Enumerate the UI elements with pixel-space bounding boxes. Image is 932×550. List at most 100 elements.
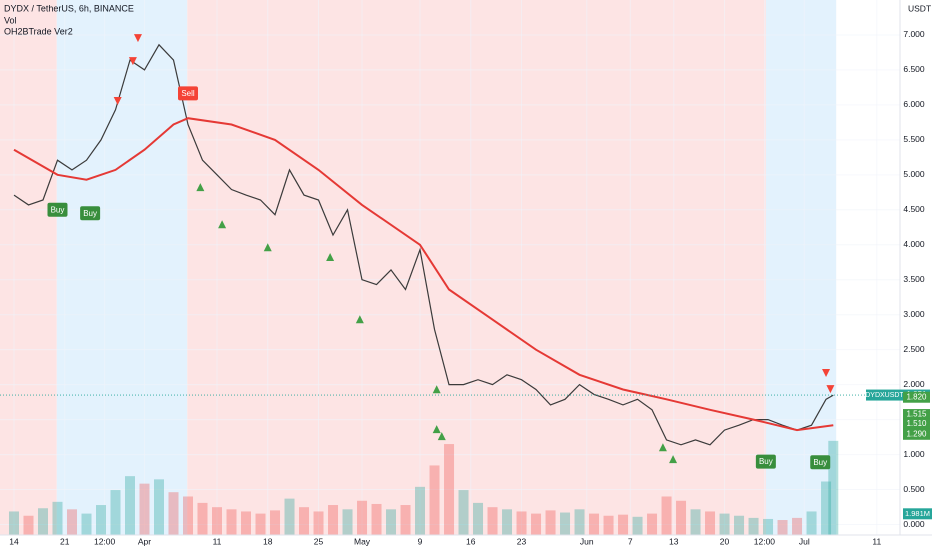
y-tick-label: 1.000 — [903, 449, 925, 459]
volume-bar — [95, 505, 106, 535]
volume-bar — [371, 503, 382, 535]
indicator-label: OH2BTrade Ver2 — [4, 26, 73, 36]
volume-bar — [748, 517, 759, 535]
signal-text: Sell — [181, 89, 195, 98]
volume-bar — [734, 515, 745, 535]
axis-unit: USDT — [908, 3, 931, 13]
x-tick-label: 11 — [213, 536, 222, 546]
x-tick-label: Jul — [799, 536, 810, 546]
y-tick-label: 0.500 — [903, 484, 925, 494]
x-tick-label: Apr — [138, 536, 151, 546]
sell-arrow — [128, 57, 137, 66]
volume-bar — [487, 507, 498, 535]
volume-bar — [328, 505, 339, 535]
volume-bar — [632, 516, 643, 535]
volume-bar — [270, 510, 281, 535]
price-tag-text: 1.515 — [906, 410, 927, 419]
volume-bar — [299, 507, 310, 535]
volume-bar — [516, 511, 527, 535]
price-tag — [903, 428, 930, 440]
volume-bar — [618, 514, 629, 535]
y-tick-label: 5.000 — [903, 169, 925, 179]
volume-bar — [66, 509, 77, 535]
volume-bar — [545, 510, 556, 535]
x-tick-label: 21 — [60, 536, 70, 546]
buy-arrow — [263, 243, 272, 252]
volume-bar — [560, 512, 571, 535]
volume-bar — [241, 511, 252, 535]
volume-bar — [415, 486, 426, 535]
y-tick-label: 5.500 — [903, 134, 925, 144]
x-tick-label: 18 — [263, 536, 273, 546]
volume-bar — [226, 509, 237, 535]
volume-bar — [37, 508, 48, 535]
background-band — [765, 0, 837, 535]
x-tick-label: 9 — [418, 536, 423, 546]
sell-label — [178, 86, 199, 101]
signal-text: Buy — [51, 205, 65, 214]
volume-bar — [705, 511, 716, 535]
volume-bar — [139, 483, 150, 535]
buy-arrow — [218, 220, 227, 229]
price-tag — [903, 418, 930, 430]
volume-bar — [690, 509, 701, 535]
x-tick-label: 7 — [628, 536, 633, 546]
x-tick-label: 12:00 — [754, 536, 776, 546]
buy-arrow — [432, 425, 441, 434]
x-tick-label: Jun — [580, 536, 594, 546]
volume-tag-text: 1.981M — [905, 509, 930, 518]
volume-bar — [255, 513, 266, 535]
buy-arrow — [355, 315, 364, 324]
volume-bar — [154, 479, 165, 535]
volume-bar — [313, 511, 324, 535]
volume-bar — [8, 511, 19, 535]
volume-bar — [531, 513, 542, 535]
sell-arrow — [113, 97, 122, 106]
sell-arrow — [822, 369, 831, 378]
buy-arrow — [669, 455, 678, 464]
price-line — [13, 43, 834, 446]
volume-bar — [23, 515, 34, 535]
sell-arrow — [826, 385, 835, 394]
volume-bar — [168, 492, 179, 535]
y-tick-label: 2.000 — [903, 379, 925, 389]
volume-bar — [81, 513, 92, 535]
volume-bar — [473, 502, 484, 535]
x-tick-label: 23 — [517, 536, 527, 546]
y-tick-label: 3.000 — [903, 309, 925, 319]
volume-bar — [828, 440, 839, 535]
y-tick-label: 6.500 — [903, 64, 925, 74]
volume-bar — [386, 509, 397, 535]
volume-bar — [589, 513, 600, 535]
buy-label — [47, 202, 68, 217]
indicator-label: Vol — [4, 15, 17, 25]
price-tag-text: 1.510 — [906, 419, 927, 428]
volume-bar — [647, 513, 658, 535]
x-tick-label: May — [354, 536, 371, 546]
volume-bar — [574, 509, 585, 535]
volume-bar — [792, 517, 803, 535]
price-tag-text: 1.820 — [906, 392, 927, 401]
volume-bar — [110, 490, 121, 535]
buy-label — [755, 454, 776, 469]
volume-bar — [429, 465, 440, 535]
y-tick-label: 2.500 — [903, 344, 925, 354]
price-tag-text: 1.290 — [906, 429, 927, 438]
signal-text: Buy — [83, 209, 97, 218]
volume-bar — [212, 507, 223, 535]
buy-arrow — [432, 385, 441, 394]
symbol-tag-text: DYDXUSDT — [865, 392, 904, 399]
volume-bar — [676, 500, 687, 535]
symbol-tag — [866, 389, 903, 401]
y-tick-label: 7.000 — [903, 29, 925, 39]
volume-tag — [903, 508, 932, 520]
x-tick-label: 16 — [466, 536, 476, 546]
buy-arrow — [437, 432, 446, 441]
moving-average — [13, 117, 834, 432]
volume-bar — [502, 509, 513, 535]
background-band — [187, 0, 766, 535]
buy-label — [80, 206, 101, 221]
volume-bar — [284, 498, 295, 535]
x-tick-label: 12:00 — [94, 536, 116, 546]
